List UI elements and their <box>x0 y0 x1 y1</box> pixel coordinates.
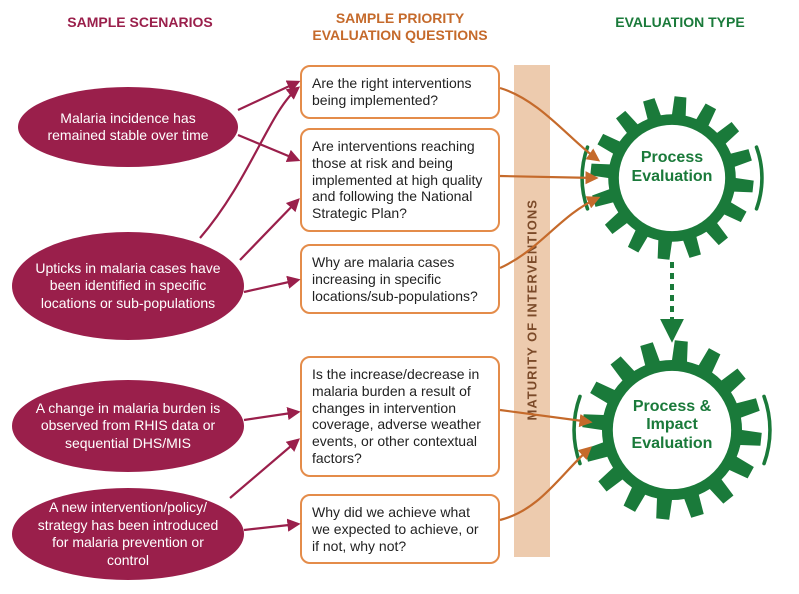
arrows-layer <box>0 0 799 594</box>
